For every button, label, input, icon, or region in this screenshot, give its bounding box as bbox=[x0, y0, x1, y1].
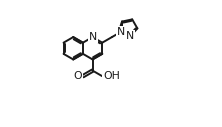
Text: O: O bbox=[74, 71, 82, 81]
Text: OH: OH bbox=[103, 71, 120, 81]
Text: N: N bbox=[117, 27, 125, 37]
Text: N: N bbox=[88, 32, 97, 42]
Text: N: N bbox=[126, 31, 135, 41]
